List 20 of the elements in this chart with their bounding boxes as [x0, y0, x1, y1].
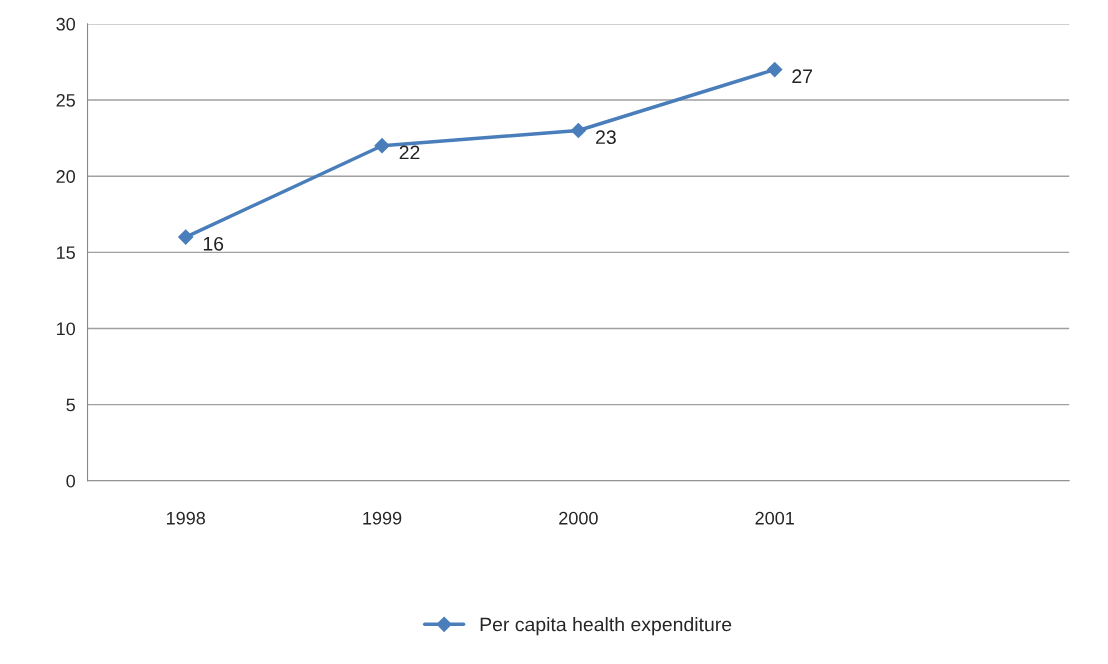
x-tick-label: 2001: [755, 511, 794, 525]
x-tick-label: 2000: [559, 511, 598, 525]
point: [570, 122, 586, 139]
y-tick-label: 20: [56, 170, 76, 183]
y-tick-label: 25: [56, 93, 75, 107]
data-label: 22: [399, 145, 420, 160]
x-tick-label: 1999: [363, 511, 402, 525]
y-tick-label: 10: [57, 322, 76, 336]
data-label: 27: [792, 69, 813, 83]
x-tick-label: 1998: [167, 511, 205, 525]
data-label: 23: [596, 130, 616, 145]
legend-label: Per capita health expenditure: [480, 617, 732, 636]
y-tick-label: 5: [66, 398, 75, 412]
y-tick-label: 0: [66, 474, 76, 488]
point: [178, 229, 194, 245]
y-tick-label: 15: [57, 246, 75, 260]
point: [767, 62, 783, 78]
data-label: 16: [203, 236, 224, 251]
point: [374, 138, 390, 154]
y-tick-label: 30: [56, 17, 76, 31]
